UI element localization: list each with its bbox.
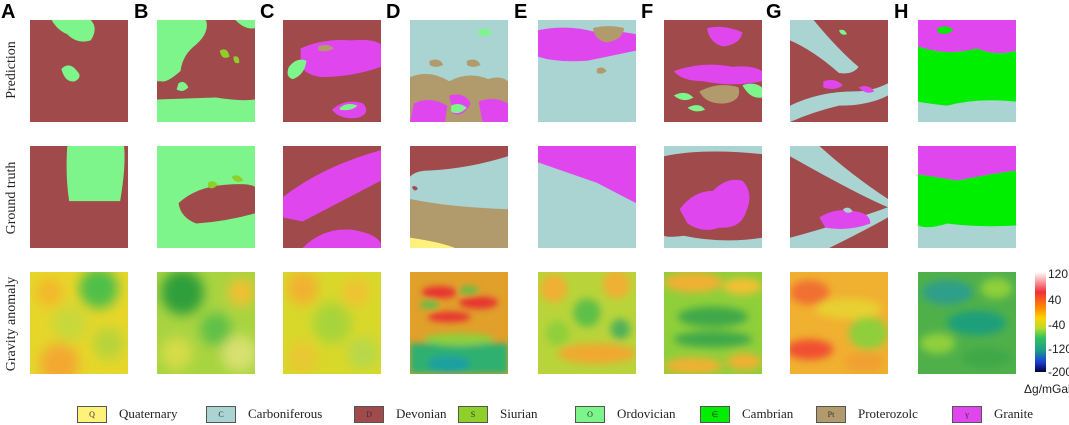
- column-label-c: C: [260, 1, 275, 23]
- gravity-anomaly-map-f: [664, 272, 762, 374]
- column-label-a: A: [1, 1, 16, 23]
- column-label-g: G: [766, 1, 782, 23]
- colorbar-tick-120: 120: [1048, 267, 1069, 281]
- ground-truth-map-g: [790, 146, 888, 248]
- legend-item-carboniferous: C Carboniferous: [206, 403, 322, 425]
- legend-swatch-devonian: D: [354, 405, 384, 423]
- legend-label-ordovician: Ordovician: [617, 406, 676, 421]
- legend-swatch-quaternary: Q: [77, 405, 107, 423]
- legend-item-silurian: S Siurian: [458, 403, 538, 425]
- prediction-map-d: [410, 20, 508, 122]
- legend-item-quaternary: Q Quaternary: [77, 403, 177, 425]
- legend-item-granite: γ Granite: [952, 403, 1033, 425]
- legend-label-cambrian: Cambrian: [742, 406, 794, 421]
- legend-item-cambrian: ∈ Cambrian: [700, 403, 793, 425]
- ground-truth-map-d: [410, 146, 508, 248]
- gravity-anomaly-map-h: [918, 272, 1016, 374]
- legend-label-proterozoic: Proterozolc: [858, 406, 918, 421]
- ground-truth-map-a: [30, 146, 128, 248]
- gravity-anomaly-map-c: [283, 272, 381, 374]
- legend-item-proterozoic: Pt Proterozolc: [816, 403, 918, 425]
- ground-truth-map-b: [157, 146, 255, 248]
- colorbar-tick-minus-40: -40: [1048, 318, 1066, 332]
- prediction-map-b: [157, 20, 255, 122]
- column-label-e: E: [514, 1, 528, 23]
- prediction-map-g: [790, 20, 888, 122]
- legend-swatch-granite: γ: [952, 405, 982, 423]
- gravity-anomaly-map-e: [538, 272, 636, 374]
- column-label-b: B: [134, 1, 149, 23]
- ground-truth-map-f: [664, 146, 762, 248]
- ground-truth-map-c: [283, 146, 381, 248]
- legend-item-devonian: D Devonian: [354, 403, 447, 425]
- colorbar-tick-minus-200: -200: [1048, 365, 1069, 379]
- prediction-map-a: [30, 20, 128, 122]
- legend-label-quaternary: Quaternary: [119, 406, 178, 421]
- prediction-map-h: [918, 20, 1016, 122]
- legend-label-granite: Granite: [994, 406, 1033, 421]
- legend-swatch-cambrian: ∈: [700, 405, 730, 423]
- column-label-d: D: [386, 1, 401, 23]
- column-label-f: F: [641, 1, 654, 23]
- gravity-anomaly-map-b: [157, 272, 255, 374]
- prediction-map-c: [283, 20, 381, 122]
- legend-swatch-proterozoic: Pt: [816, 405, 846, 423]
- column-label-h: H: [894, 1, 909, 23]
- colorbar: [1035, 272, 1046, 372]
- legend-label-silurian: Siurian: [500, 406, 538, 421]
- prediction-map-f: [664, 20, 762, 122]
- prediction-map-e: [538, 20, 636, 122]
- ground-truth-map-e: [538, 146, 636, 248]
- legend-item-ordovician: O Ordovician: [575, 403, 675, 425]
- legend-swatch-silurian: S: [458, 405, 488, 423]
- legend-label-carboniferous: Carboniferous: [248, 406, 323, 421]
- ground-truth-map-h: [918, 146, 1016, 248]
- colorbar-tick-minus-120: -120: [1048, 342, 1069, 356]
- gravity-anomaly-map-d: [410, 272, 508, 374]
- colorbar-tick-40: 40: [1048, 293, 1062, 307]
- legend-swatch-carboniferous: C: [206, 405, 236, 423]
- colorbar-unit: Δg/mGal: [1024, 382, 1069, 396]
- legend-swatch-ordovician: O: [575, 405, 605, 423]
- gravity-anomaly-map-a: [30, 272, 128, 374]
- legend-label-devonian: Devonian: [396, 406, 447, 421]
- gravity-anomaly-map-g: [790, 272, 888, 374]
